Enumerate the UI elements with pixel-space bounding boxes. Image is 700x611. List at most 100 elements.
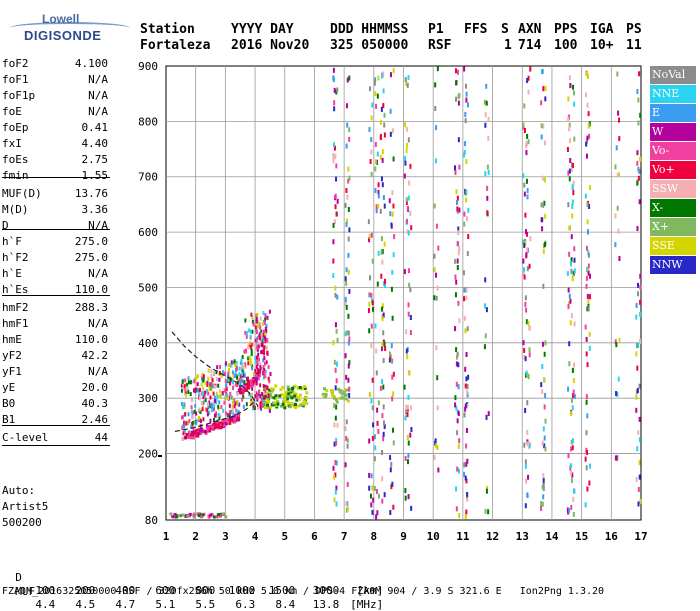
echo-point [584, 193, 587, 199]
echo-point [392, 371, 395, 377]
x-tick-label: 4 [252, 530, 259, 543]
echo-point [229, 418, 233, 422]
echo-point [457, 100, 460, 106]
echo-point [405, 404, 408, 410]
echo-point [286, 385, 290, 389]
echo-point [182, 431, 185, 436]
echo-point [169, 512, 173, 516]
param-name: yF1 [2, 365, 22, 378]
echo-point [242, 404, 245, 409]
echo-point [639, 299, 642, 305]
echo-point [587, 299, 590, 305]
echo-point [405, 329, 408, 335]
echo-point [376, 151, 379, 157]
echo-point [247, 385, 251, 389]
echo-point [261, 337, 264, 342]
echo-point [381, 378, 384, 384]
echo-point [487, 135, 490, 141]
echo-point [262, 365, 265, 370]
echo-point [636, 446, 639, 452]
echo-point [376, 420, 379, 426]
echo-point [544, 340, 547, 346]
echo-point [219, 393, 222, 398]
echo-point [295, 398, 299, 402]
echo-point [211, 425, 215, 429]
echo-point [483, 99, 486, 105]
echo-point [541, 226, 544, 232]
echo-point [194, 382, 197, 387]
header-value-iga: 10+ [590, 38, 614, 53]
echo-point [259, 340, 262, 345]
echo-point [250, 352, 253, 357]
x-tick-label: 9 [400, 530, 407, 543]
echo-point [336, 337, 339, 343]
echo-point [290, 401, 294, 405]
echo-point [455, 405, 458, 411]
echo-point [190, 424, 193, 429]
echo-point [586, 102, 589, 108]
echo-point [527, 374, 530, 380]
echo-point [588, 294, 591, 300]
echo-point [200, 382, 203, 387]
echo-point [526, 231, 529, 237]
echo-point [348, 392, 351, 398]
echo-point [245, 334, 248, 339]
echo-point [220, 372, 223, 377]
echo-point [524, 356, 527, 362]
echo-point [229, 363, 232, 368]
echo-point [251, 366, 254, 371]
echo-point [455, 279, 458, 285]
echo-point [211, 377, 214, 382]
echo-point [234, 371, 237, 376]
echo-point [614, 455, 617, 461]
echo-point [456, 430, 459, 436]
echo-point [586, 486, 589, 492]
echo-point [457, 226, 460, 232]
echo-point [194, 403, 197, 408]
echo-point [215, 424, 219, 428]
header-row-values: Fortaleza 2016 Nov20 325 050000 RSF 1 71… [140, 38, 642, 203]
echo-point [381, 341, 384, 347]
echo-point [211, 423, 215, 427]
echo-point [262, 402, 265, 407]
echo-point [282, 404, 286, 408]
echo-point [260, 329, 263, 334]
echo-point [377, 429, 380, 435]
echo-point [197, 514, 201, 518]
echo-point [407, 137, 410, 143]
param-value: 4.100 [74, 57, 108, 70]
echo-point [571, 392, 574, 398]
echo-point [269, 372, 272, 377]
echo-point [259, 401, 262, 406]
echo-point [618, 136, 621, 142]
echo-point [463, 211, 466, 217]
echo-point [210, 408, 213, 413]
echo-point [202, 417, 205, 422]
echo-point [247, 345, 250, 350]
echo-point [467, 234, 470, 240]
echo-point [302, 399, 306, 403]
echo-point [405, 409, 408, 415]
echo-point [572, 162, 575, 168]
distance-value: 400 [115, 584, 136, 597]
echo-point [383, 203, 386, 209]
echo-point [219, 413, 222, 418]
echo-point [337, 387, 341, 391]
echo-point [254, 342, 257, 347]
echo-point [375, 348, 378, 354]
echo-point [587, 229, 590, 235]
echo-point [382, 330, 385, 336]
echo-point [389, 211, 392, 217]
echo-point [542, 341, 545, 347]
echo-point [368, 275, 371, 281]
echo-point [346, 481, 349, 487]
echo-point [485, 83, 488, 89]
echo-point [456, 418, 459, 424]
echo-point [241, 355, 244, 360]
echo-point [404, 415, 407, 421]
echo-point [240, 358, 243, 363]
echo-point [260, 350, 263, 355]
echo-point [617, 110, 620, 116]
echo-point [195, 434, 199, 438]
echo-point [198, 396, 201, 401]
